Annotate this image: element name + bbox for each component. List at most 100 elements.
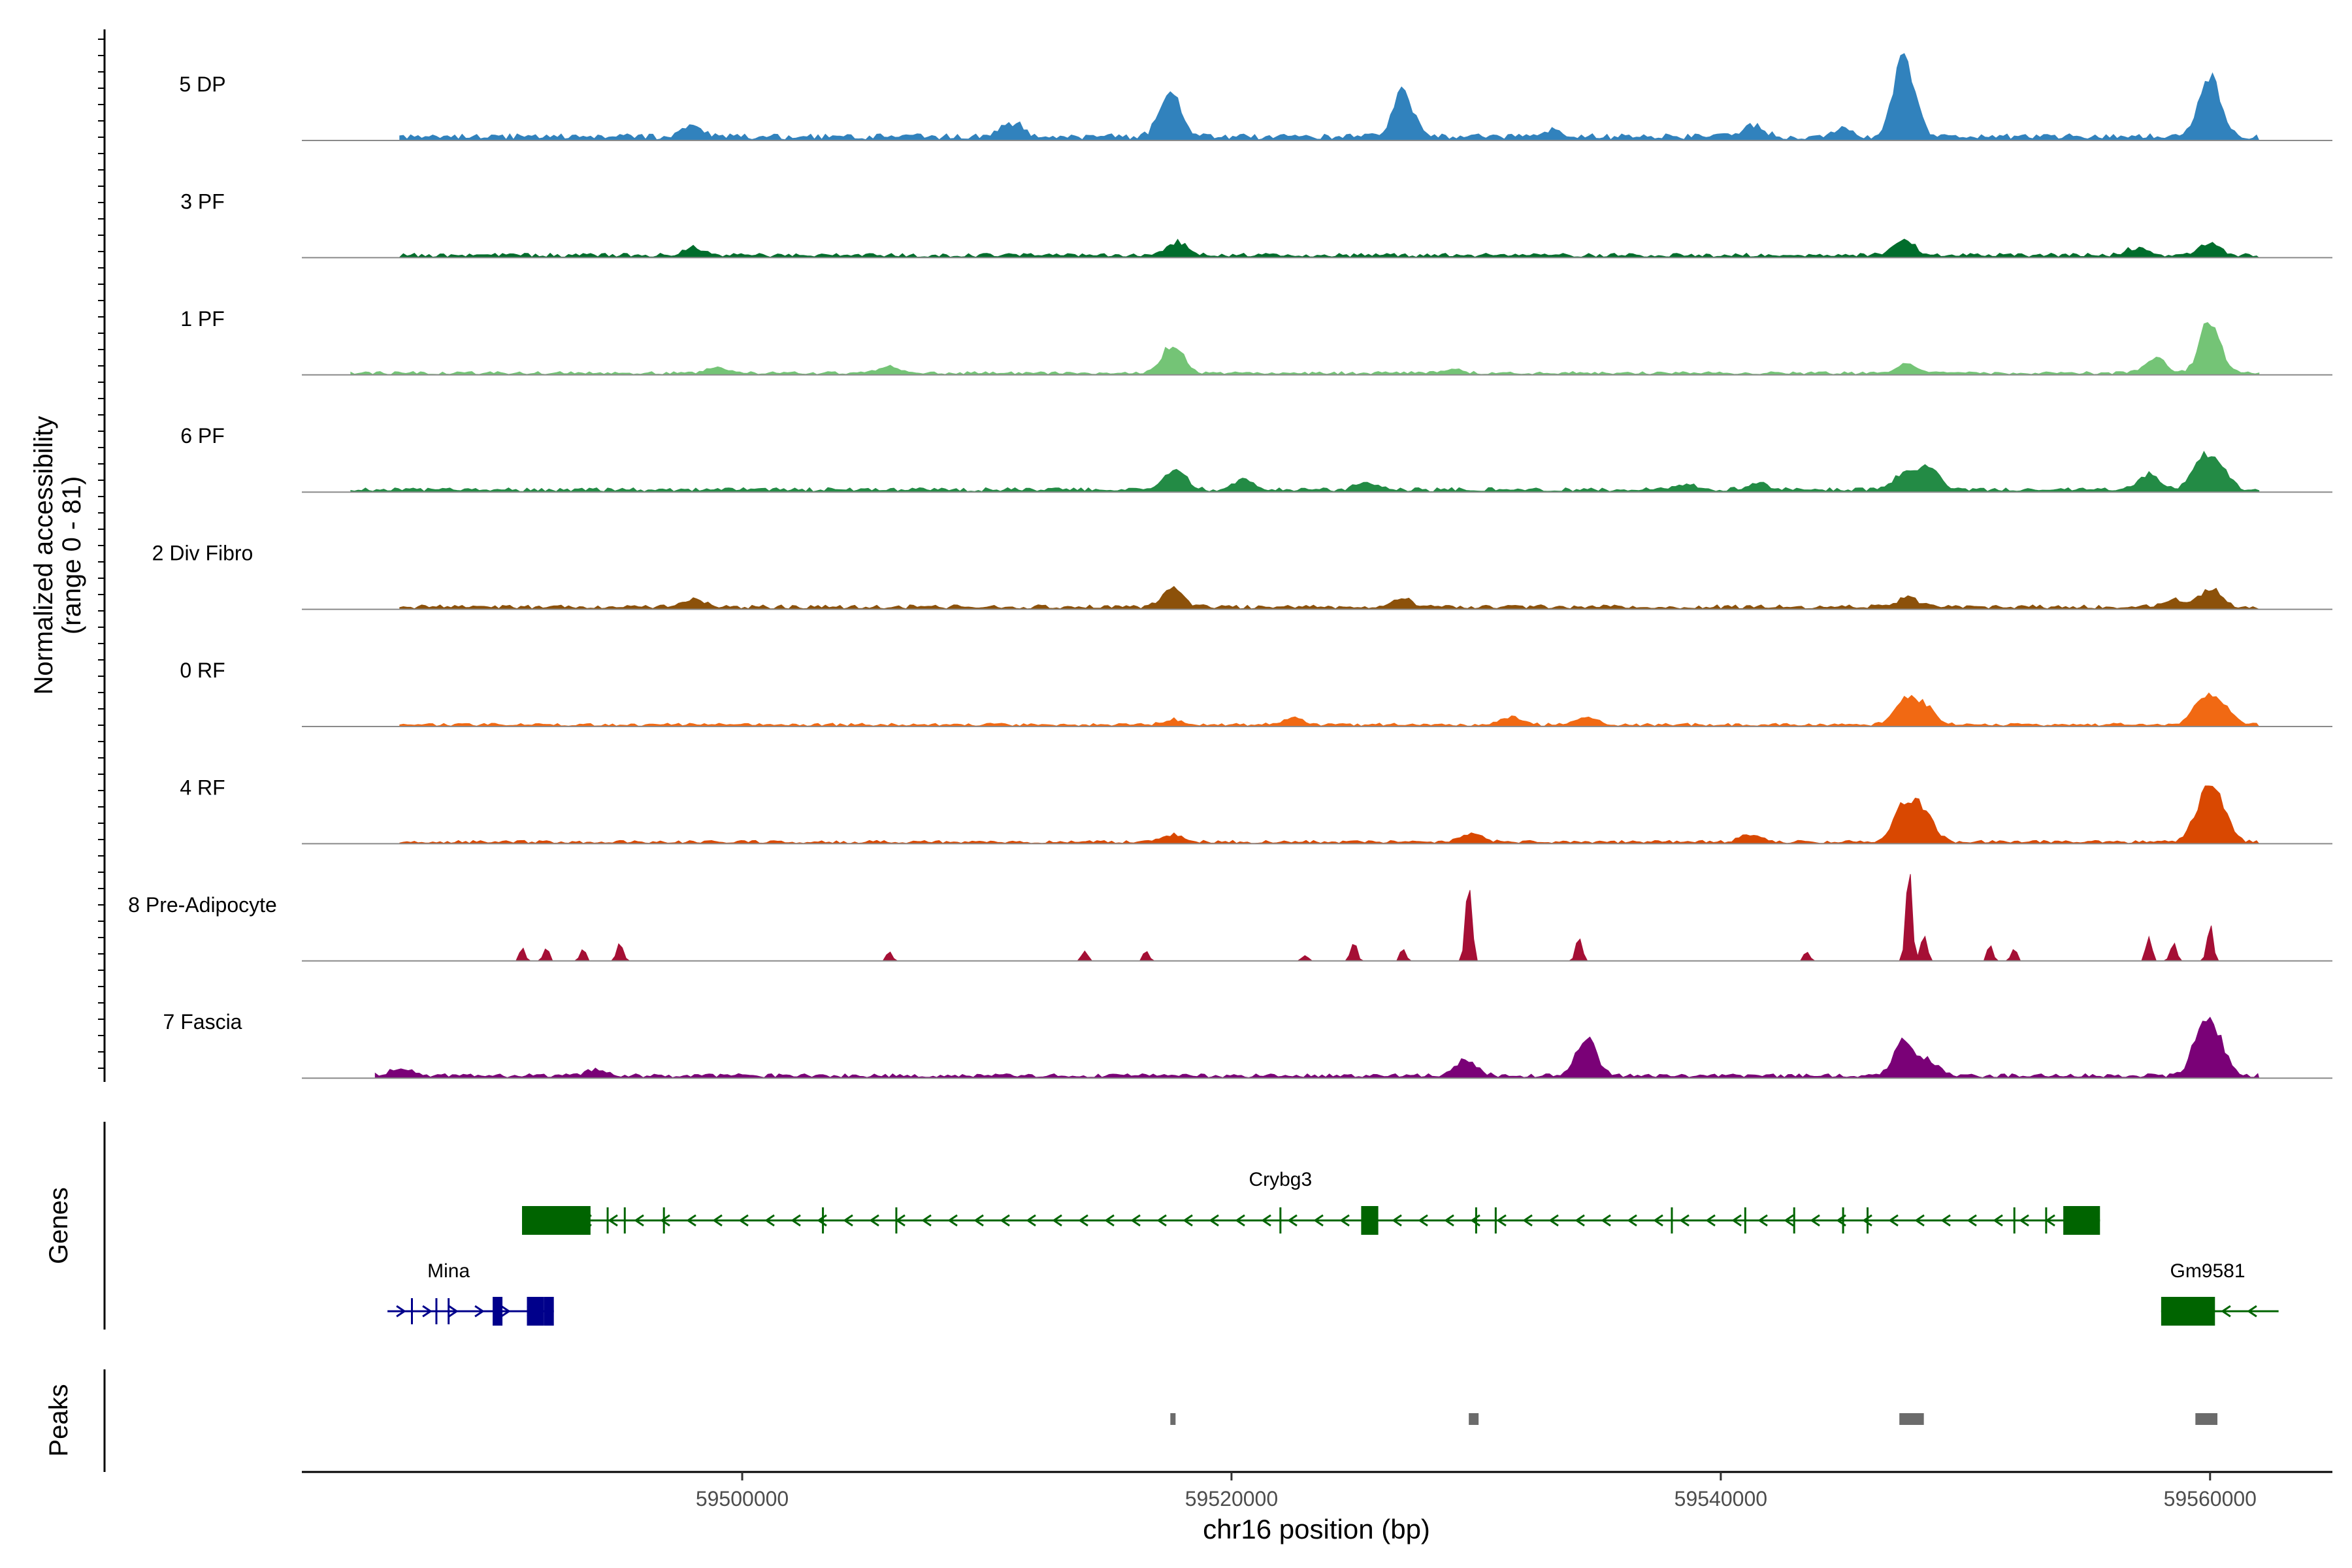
track-area-8-pre-adipocyte (497, 874, 2235, 962)
x-axis-title: chr16 position (bp) (1203, 1514, 1430, 1544)
x-tick-label-3: 59560000 (2164, 1487, 2257, 1511)
track-3-pf: 3 PF (180, 189, 2332, 259)
track-label-5-dp: 5 DP (179, 73, 225, 96)
track-7-fascia: 7 Fascia (163, 1010, 2332, 1079)
strand-arrow (843, 1214, 853, 1227)
track-label-2-div-fibro: 2 Div Fibro (152, 542, 253, 565)
strand-arrow (2247, 1305, 2257, 1318)
strand-arrow (973, 1214, 984, 1227)
strand-arrow (1914, 1214, 1925, 1227)
coverage-tracks: 5 DP 3 PF 1 PF 6 PF 2 Div Fibro 0 RF 4 RF 8 Pre… (98, 39, 2332, 1079)
strand-arrow (1967, 1214, 1977, 1227)
x-tick-label-2: 59540000 (1674, 1487, 1767, 1511)
peak-region-2 (1899, 1413, 1924, 1425)
exon-block (527, 1297, 544, 1326)
strand-arrow (2019, 1214, 2029, 1227)
track-area-1-pf (350, 322, 2260, 376)
strand-arrow (1862, 1214, 1872, 1227)
gene-gm9581: Gm9581 (2161, 1260, 2279, 1326)
strand-arrow (921, 1214, 932, 1227)
strand-arrow (1810, 1214, 1820, 1227)
strand-arrow (1601, 1214, 1611, 1227)
strand-arrow (686, 1214, 696, 1227)
track-2-div-fibro: 2 Div Fibro (152, 542, 2332, 610)
strand-arrow (1287, 1214, 1298, 1227)
strand-arrow (474, 1305, 485, 1318)
strand-arrow (1313, 1214, 1324, 1227)
track-area-6-pf (350, 450, 2260, 493)
exon-block (493, 1297, 503, 1326)
y-axis-range: (range 0 - 81) (57, 476, 86, 634)
x-tick-label-1: 59520000 (1185, 1487, 1278, 1511)
strand-arrow (1679, 1214, 1690, 1227)
strand-arrow (1496, 1214, 1507, 1227)
strand-arrow (1078, 1214, 1088, 1227)
exon-block (544, 1297, 554, 1326)
strand-arrow (1052, 1214, 1062, 1227)
peaks-track (1170, 1413, 2218, 1425)
strand-arrow (1522, 1214, 1533, 1227)
gene-label-crybg3: Crybg3 (1249, 1169, 1312, 1190)
track-0-rf: 0 RF (180, 659, 2332, 727)
exon-block (2161, 1297, 2215, 1326)
y-axis-title: Normalized accessibility (29, 416, 58, 695)
track-1-pf: 1 PF (180, 307, 2332, 376)
strand-arrow (791, 1214, 801, 1227)
strand-arrow (1235, 1214, 1245, 1227)
strand-arrow (1470, 1214, 1480, 1227)
strand-arrow (738, 1214, 749, 1227)
strand-arrow (1156, 1214, 1167, 1227)
gene-annotation-track: Crybg3 Mina Gm9581 (387, 1169, 2279, 1326)
gene-crybg3: Crybg3 (522, 1169, 2100, 1235)
strand-arrow (1444, 1214, 1454, 1227)
strand-arrow (1940, 1214, 1951, 1227)
strand-arrow (2221, 1305, 2231, 1318)
strand-arrow (1392, 1214, 1402, 1227)
strand-arrow (712, 1214, 723, 1227)
track-label-3-pf: 3 PF (180, 189, 225, 213)
strand-arrow (1000, 1214, 1010, 1227)
exon-block (2063, 1206, 2100, 1235)
strand-arrow (1784, 1214, 1794, 1227)
track-8-pre-adipocyte: 8 Pre-Adipocyte (128, 874, 2332, 962)
peak-region-1 (1469, 1413, 1479, 1425)
strand-arrow (947, 1214, 958, 1227)
strand-arrow (1026, 1214, 1036, 1227)
track-label-8-pre-adipocyte: 8 Pre-Adipocyte (128, 893, 277, 917)
strand-arrow (1705, 1214, 1716, 1227)
strand-arrow (1183, 1214, 1193, 1227)
peak-region-3 (2195, 1413, 2218, 1425)
gene-mina: Mina (387, 1260, 554, 1326)
strand-arrow (1209, 1214, 1219, 1227)
strand-arrow (1757, 1214, 1768, 1227)
genes-label: Genes (44, 1187, 73, 1264)
exon-block (522, 1206, 591, 1235)
strand-arrow (448, 1305, 459, 1318)
strand-arrow (1575, 1214, 1585, 1227)
x-axis: 59500000 59520000 59540000 59560000 (302, 1471, 2332, 1511)
gene-label-gm9581: Gm9581 (2170, 1260, 2245, 1282)
track-6-pf: 6 PF (180, 424, 2332, 493)
strand-arrow (660, 1214, 670, 1227)
strand-arrow (1339, 1214, 1350, 1227)
track-5-dp: 5 DP (179, 53, 2332, 141)
track-area-4-rf (399, 785, 2260, 844)
track-area-0-rf (399, 692, 2260, 727)
track-label-6-pf: 6 PF (180, 424, 225, 448)
strand-arrow (1261, 1214, 1271, 1227)
strand-arrow (1627, 1214, 1637, 1227)
strand-arrow (1130, 1214, 1141, 1227)
strand-arrow (422, 1305, 433, 1318)
track-area-5-dp (399, 53, 2260, 141)
track-area-3-pf (399, 238, 2261, 258)
strand-arrow (764, 1214, 775, 1227)
peak-region-0 (1170, 1413, 1176, 1425)
track-area-2-div-fibro (399, 585, 2259, 610)
track-label-4-rf: 4 RF (180, 776, 225, 799)
strand-arrow (1731, 1214, 1742, 1227)
x-tick-label-0: 59500000 (696, 1487, 789, 1511)
strand-arrow (500, 1305, 511, 1318)
strand-arrow (869, 1214, 879, 1227)
strand-arrow (1888, 1214, 1899, 1227)
